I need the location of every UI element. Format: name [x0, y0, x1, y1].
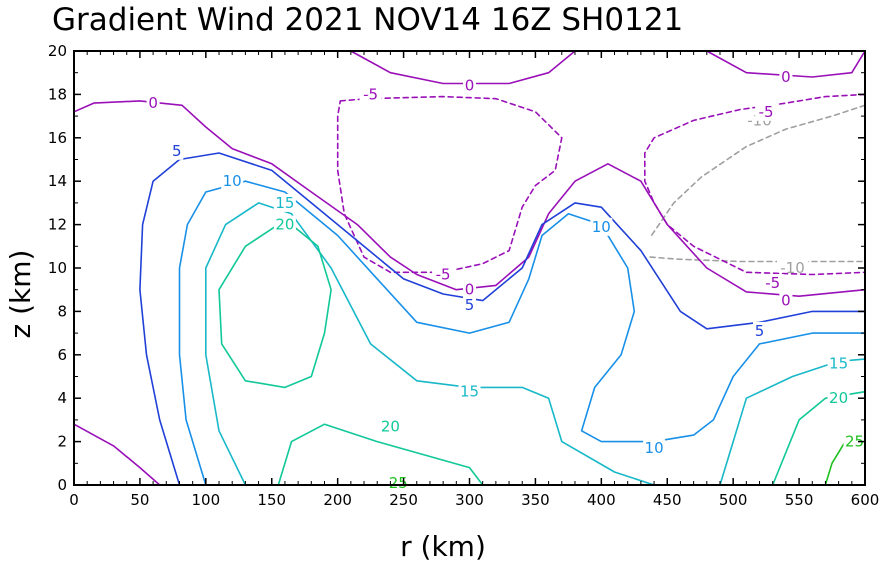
contour-label-5-1: 5 — [465, 296, 475, 314]
chart-title: Gradient Wind 2021 NOV14 16Z SH0121 — [52, 2, 683, 38]
contour-label-0-1: 0 — [465, 77, 475, 95]
x-tick-label: 250 — [389, 491, 418, 509]
contour-label-20-0: 20 — [275, 216, 294, 234]
contour-label-bg — [827, 354, 850, 373]
contour-line-neg5-1 — [644, 93, 866, 276]
contour-label-bg — [146, 94, 160, 113]
contour-label-bg — [463, 76, 476, 95]
y-tick-label: 20 — [48, 42, 67, 60]
contour-line-neg10-1 — [649, 104, 866, 239]
x-tick-label: 200 — [323, 491, 352, 509]
contour-label-neg5-0: -5 — [363, 85, 378, 103]
y-tick-label: 10 — [48, 259, 67, 277]
x-tick-label: 300 — [455, 491, 484, 509]
y-tick-label: 8 — [57, 302, 67, 320]
contour-label-bg — [463, 295, 476, 314]
contour-label-bg — [827, 389, 850, 408]
contour-label-bg — [753, 321, 766, 340]
y-tick-label: 16 — [48, 129, 67, 147]
contour-label-10-1: 10 — [592, 218, 611, 236]
x-axis-label: r (km) — [400, 530, 486, 561]
x-tick-label: 350 — [521, 491, 550, 509]
contour-label-neg10-0: -10 — [780, 259, 805, 277]
x-tick-label: 600 — [851, 491, 879, 509]
x-tick-label: 50 — [130, 491, 149, 509]
x-tick-label: 400 — [587, 491, 616, 509]
contour-label-bg — [221, 172, 244, 191]
contour-line-20-1 — [277, 423, 484, 486]
contour-label-bg — [777, 259, 808, 277]
contour-line-0-1 — [350, 50, 576, 85]
x-tick-label: 550 — [785, 491, 814, 509]
contour-label-neg5-2: -5 — [436, 266, 451, 284]
contour-label-bg — [590, 217, 613, 236]
x-tick-label: 150 — [257, 491, 286, 509]
contour-line-neg10-0 — [649, 256, 866, 263]
y-tick-label: 18 — [48, 85, 67, 103]
contour-label-25-1: 25 — [845, 433, 864, 451]
x-tick-label: 500 — [719, 491, 748, 509]
plot-area: -10-10-5-5-5-500000555101010151515202020… — [73, 50, 866, 492]
contour-label-10-0: 10 — [223, 172, 242, 190]
y-tick-label: 0 — [57, 476, 67, 494]
contour-label-20-1: 20 — [381, 417, 400, 435]
contour-label-5-0: 5 — [172, 142, 182, 160]
contour-label-15-1: 15 — [460, 383, 479, 401]
y-tick-label: 14 — [48, 172, 67, 190]
contour-label-0-0: 0 — [148, 94, 158, 112]
contour-label-bg — [273, 193, 296, 212]
axes: 0 50 100 150 200 250 300 350 400 450 500 550 6000246… — [48, 42, 879, 509]
contour-label-5-2: 5 — [755, 322, 765, 340]
x-tick-label: 450 — [653, 491, 682, 509]
contour-label-0-3: 0 — [465, 281, 475, 299]
contour-label-20-2: 20 — [829, 389, 848, 407]
contour-line-15-1 — [719, 358, 866, 486]
contour-label-bg — [359, 85, 382, 104]
contour-line-neg5-0 — [336, 95, 563, 274]
x-tick-label: 100 — [192, 491, 221, 509]
contour-line-20-0 — [218, 223, 332, 389]
contour-label-bg — [779, 291, 793, 310]
y-tick-label: 4 — [57, 389, 67, 407]
contour-line-5-0 — [139, 152, 866, 486]
contour-label-bg — [458, 382, 481, 401]
contour-label-bg — [843, 432, 866, 451]
contour-label-15-2: 15 — [829, 355, 848, 373]
contour-label-bg — [170, 141, 184, 160]
y-axis-label: z (km) — [4, 250, 37, 339]
contour-label-15-0: 15 — [275, 194, 294, 212]
y-tick-label: 2 — [57, 433, 67, 451]
contour-label-0-4: 0 — [781, 292, 791, 310]
contour-label-0-2: 0 — [781, 68, 791, 86]
contour-label-bg — [643, 439, 666, 458]
contour-line-15-0 — [205, 202, 655, 486]
contour-label-25-0: 25 — [389, 474, 408, 492]
contour-line-10-0 — [178, 180, 866, 486]
contour-line-0-2 — [706, 50, 866, 78]
contour-label-bg — [761, 274, 784, 293]
contour-label-bg — [755, 102, 778, 121]
contour-label-bg — [379, 417, 402, 436]
contour-line-0-3 — [73, 423, 161, 486]
contour-line-0-0 — [73, 100, 866, 297]
y-tick-label: 12 — [48, 216, 67, 234]
contour-label-bg — [779, 68, 793, 86]
contour-label-neg5-1: -5 — [759, 103, 774, 121]
contour-label-bg — [463, 280, 476, 299]
contour-label-bg — [432, 265, 455, 284]
contour-label-neg5-3: -5 — [765, 274, 780, 292]
x-tick-label: 0 — [69, 491, 79, 509]
contour-label-bg — [273, 215, 296, 234]
contour-label-10-2: 10 — [645, 439, 664, 457]
y-tick-label: 6 — [57, 346, 67, 364]
